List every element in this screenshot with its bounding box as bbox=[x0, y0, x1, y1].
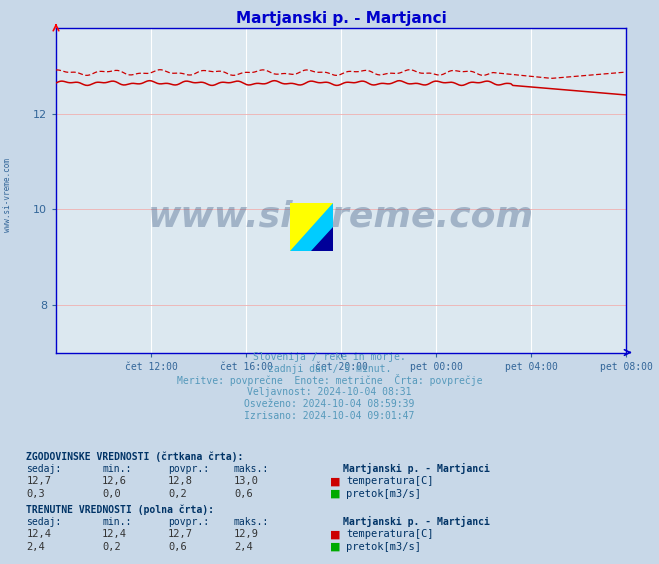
Text: Martjanski p. - Martjanci: Martjanski p. - Martjanci bbox=[343, 463, 490, 474]
Text: 12,4: 12,4 bbox=[102, 530, 127, 540]
Text: 12,6: 12,6 bbox=[102, 477, 127, 487]
Text: pretok[m3/s]: pretok[m3/s] bbox=[346, 489, 421, 499]
Text: maks.:: maks.: bbox=[234, 517, 269, 527]
Text: min.:: min.: bbox=[102, 464, 132, 474]
Text: 2,4: 2,4 bbox=[234, 542, 252, 552]
Text: 12,4: 12,4 bbox=[26, 530, 51, 540]
Text: ■: ■ bbox=[330, 530, 340, 540]
Text: 0,2: 0,2 bbox=[102, 542, 121, 552]
Text: Martjanski p. - Martjanci: Martjanski p. - Martjanci bbox=[343, 516, 490, 527]
Text: maks.:: maks.: bbox=[234, 464, 269, 474]
Text: sedaj:: sedaj: bbox=[26, 464, 61, 474]
Text: temperatura[C]: temperatura[C] bbox=[346, 477, 434, 487]
Text: pretok[m3/s]: pretok[m3/s] bbox=[346, 542, 421, 552]
Text: 0,2: 0,2 bbox=[168, 489, 186, 499]
Polygon shape bbox=[312, 227, 333, 251]
Title: Martjanski p. - Martjanci: Martjanski p. - Martjanci bbox=[236, 11, 446, 25]
Text: 0,6: 0,6 bbox=[168, 542, 186, 552]
Text: ■: ■ bbox=[330, 542, 340, 552]
Text: Veljavnost: 2024-10-04 08:31: Veljavnost: 2024-10-04 08:31 bbox=[247, 387, 412, 398]
Text: temperatura[C]: temperatura[C] bbox=[346, 530, 434, 540]
Text: 0,3: 0,3 bbox=[26, 489, 45, 499]
Text: Osveženo: 2024-10-04 08:59:39: Osveženo: 2024-10-04 08:59:39 bbox=[244, 399, 415, 409]
Text: ■: ■ bbox=[330, 489, 340, 499]
Text: povpr.:: povpr.: bbox=[168, 517, 209, 527]
Text: ZGODOVINSKE VREDNOSTI (črtkana črta):: ZGODOVINSKE VREDNOSTI (črtkana črta): bbox=[26, 451, 244, 462]
Text: 12,7: 12,7 bbox=[26, 477, 51, 487]
Text: 0,0: 0,0 bbox=[102, 489, 121, 499]
Text: 12,8: 12,8 bbox=[168, 477, 193, 487]
Text: 2,4: 2,4 bbox=[26, 542, 45, 552]
Text: 0,6: 0,6 bbox=[234, 489, 252, 499]
Text: 13,0: 13,0 bbox=[234, 477, 259, 487]
Text: povpr.:: povpr.: bbox=[168, 464, 209, 474]
Text: TRENUTNE VREDNOSTI (polna črta):: TRENUTNE VREDNOSTI (polna črta): bbox=[26, 504, 214, 515]
Text: www.si-vreme.com: www.si-vreme.com bbox=[3, 157, 13, 232]
Text: Slovenija / reke in morje.: Slovenija / reke in morje. bbox=[253, 352, 406, 362]
Text: www.si-vreme.com: www.si-vreme.com bbox=[148, 199, 534, 233]
Text: Izrisano: 2024-10-04 09:01:47: Izrisano: 2024-10-04 09:01:47 bbox=[244, 411, 415, 421]
Polygon shape bbox=[290, 203, 333, 251]
Text: zadnji dan / 5 minut.: zadnji dan / 5 minut. bbox=[268, 364, 391, 374]
Text: sedaj:: sedaj: bbox=[26, 517, 61, 527]
Text: min.:: min.: bbox=[102, 517, 132, 527]
Text: Meritve: povprečne  Enote: metrične  Črta: povprečje: Meritve: povprečne Enote: metrične Črta:… bbox=[177, 373, 482, 386]
Text: 12,9: 12,9 bbox=[234, 530, 259, 540]
Text: 12,7: 12,7 bbox=[168, 530, 193, 540]
Text: ■: ■ bbox=[330, 477, 340, 487]
